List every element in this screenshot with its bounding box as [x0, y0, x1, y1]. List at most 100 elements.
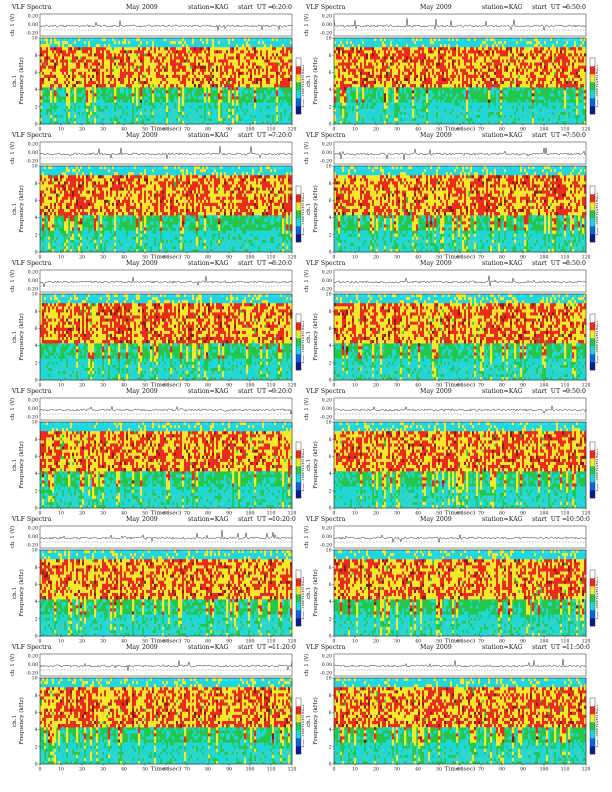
colorbar-segment [296, 186, 301, 195]
time-tick-label: 20 [79, 767, 85, 773]
spectrogram-panel-12: VLF Spectra May 2009 station=KAG start UT = 1… [302, 644, 598, 772]
panel-start-prefix: start UT = [238, 516, 273, 523]
time-tick-label: 40 [121, 127, 127, 133]
panel-title: VLF Spectra [306, 388, 345, 395]
freq-axis-label-channel: ch.1 [306, 587, 312, 599]
spectrogram-panel-2: VLF Spectra May 2009 station=KAG start UT = 6… [302, 4, 598, 132]
freq-tick-label: 4 [35, 599, 38, 605]
colorbar-segment [590, 610, 595, 619]
time-tick-label: 120 [582, 639, 591, 645]
time-tick-label: 100 [540, 255, 549, 261]
freq-tick-label: 8 [35, 693, 38, 699]
time-tick-label: 90 [520, 383, 526, 389]
freq-tick-label: 2 [329, 744, 332, 750]
panel-start-prefix: start UT = [532, 388, 567, 395]
colorbar-segment [296, 226, 301, 235]
time-axis-label: Time (sec) [445, 766, 476, 773]
time-tick-label: 80 [499, 639, 505, 645]
colorbar-segment [296, 234, 301, 243]
colorbar-frame [295, 185, 302, 243]
amplitude-trace [39, 529, 293, 542]
colorbar-segment [296, 594, 301, 603]
time-tick-label: 30 [100, 767, 106, 773]
time-tick-label: 100 [246, 383, 255, 389]
colorbar-segment [590, 490, 595, 499]
colorbar-segment [590, 186, 595, 195]
time-tick-label: 110 [267, 127, 276, 133]
colorbar-frame [589, 313, 596, 371]
time-tick-label: 30 [394, 255, 400, 261]
spectrogram-heatmap [334, 38, 587, 125]
amplitude-tick-label: 0.00 [28, 22, 38, 28]
amplitude-tick-label: 0.20 [28, 398, 38, 404]
amplitude-tick-label: -0.20 [320, 159, 332, 165]
freq-tick-label: 2 [35, 232, 38, 238]
time-tick-label: 90 [520, 127, 526, 133]
colorbar-segment [590, 450, 595, 459]
colorbar-segment [590, 730, 595, 739]
time-tick-label: 20 [373, 383, 379, 389]
colorbar-segment [590, 714, 595, 723]
colorbar-segment [590, 82, 595, 91]
amplitude-tick-label: 0.20 [322, 142, 332, 148]
amplitude-tick-label: 0.20 [322, 270, 332, 276]
amplitude-axis-label: ch. 1 (V) [303, 270, 310, 292]
amplitude-frame [39, 269, 293, 293]
panel-start-ut: 8:50:0 [566, 260, 586, 267]
spectrogram-panel-4: VLF Spectra May 2009 station=KAG start UT = 7… [302, 132, 598, 260]
amplitude-tick-label: -0.20 [320, 543, 332, 549]
panel-station: station=KAG [188, 516, 229, 523]
time-tick-label: 120 [582, 255, 591, 261]
colorbar-segment [296, 466, 301, 475]
panel-start-ut: 11:20:0 [272, 644, 296, 651]
time-tick-label: 50 [142, 767, 148, 773]
colorbar-segment [590, 66, 595, 75]
colorbar-segment [590, 314, 595, 323]
freq-tick-label: 4 [329, 215, 332, 221]
freq-tick-label: 10 [32, 676, 38, 682]
time-tick-label: 50 [436, 127, 442, 133]
panel-date: 2009 [436, 516, 452, 523]
amplitude-tick-label: 0.20 [322, 526, 332, 532]
time-tick-label: 60 [163, 767, 169, 773]
time-tick-label: 40 [415, 511, 421, 517]
colorbar-label: log₁₀(PSD)(V²/Hz) [595, 704, 599, 747]
freq-tick-label: 2 [35, 104, 38, 110]
colorbar-frame [589, 441, 596, 499]
colorbar-segment [296, 202, 301, 211]
colorbar-segment [296, 314, 301, 323]
amplitude-trace [333, 18, 587, 31]
freq-axis-label: Frequency (kHz) [18, 697, 25, 745]
freq-axis-label-channel: ch.1 [306, 459, 312, 471]
colorbar-label: log₁₀(PSD)(V²/Hz) [301, 448, 305, 491]
freq-axis-label: Frequency (kHz) [312, 569, 319, 617]
time-tick-label: 90 [226, 383, 232, 389]
time-tick-label: 20 [373, 511, 379, 517]
amplitude-tick-label: 0.20 [28, 654, 38, 660]
panel-title: VLF Spectra [306, 132, 345, 139]
time-tick-label: 80 [205, 511, 211, 517]
time-tick-label: 0 [39, 767, 42, 773]
time-tick-label: 30 [394, 639, 400, 645]
time-tick-label: 10 [352, 511, 358, 517]
time-tick-label: 60 [163, 639, 169, 645]
amplitude-tick-label: 0.00 [28, 150, 38, 156]
freq-tick-label: 2 [35, 488, 38, 494]
freq-tick-label: 0 [329, 506, 332, 512]
freq-tick-label: 6 [35, 710, 38, 716]
freq-tick-label: 6 [329, 70, 332, 76]
time-tick-label: 10 [58, 127, 64, 133]
colorbar-label: log₁₀(PSD)(V²/Hz) [301, 704, 305, 747]
time-tick-label: 90 [226, 127, 232, 133]
time-tick-label: 100 [246, 639, 255, 645]
amplitude-frame [39, 653, 293, 677]
colorbar-segment [296, 194, 301, 203]
colorbar-segment [590, 362, 595, 371]
time-tick-label: 30 [100, 383, 106, 389]
amplitude-tick-label: 0.00 [28, 278, 38, 284]
colorbar-segment [590, 570, 595, 579]
